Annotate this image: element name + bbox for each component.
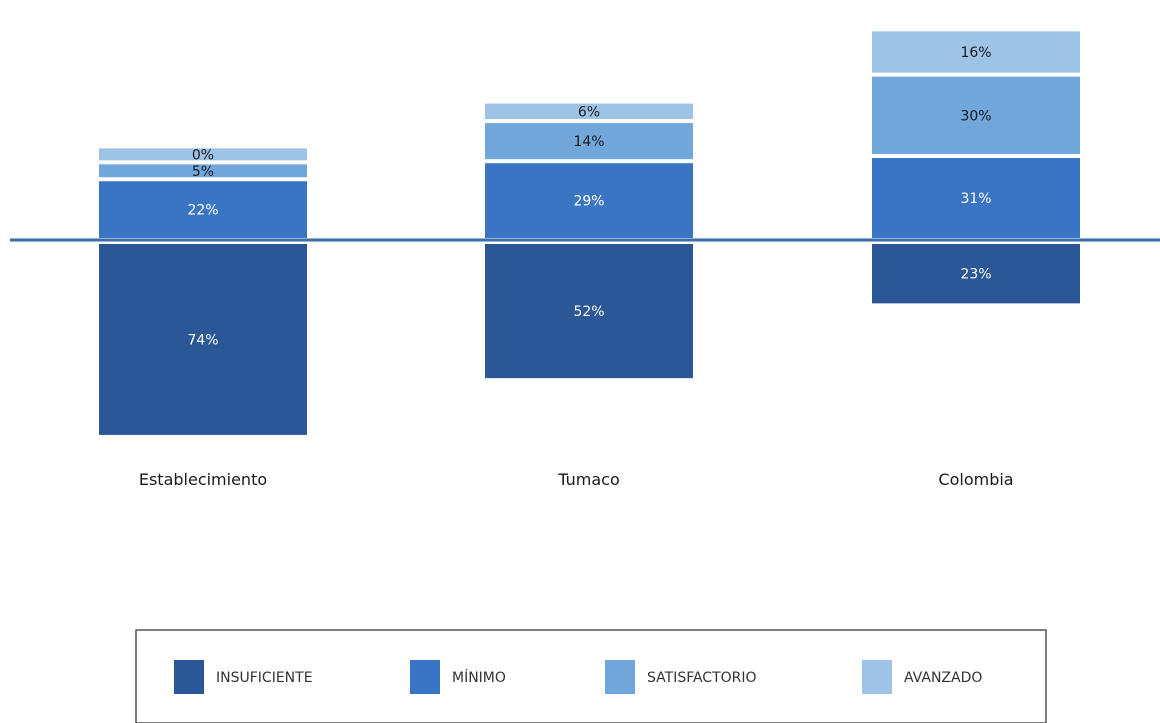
bar-colombia-avanzado: [872, 31, 1080, 73]
legend-swatch-insuficiente: [174, 660, 204, 694]
category-label-colombia: Colombia: [938, 470, 1013, 489]
data-label-colombia-minimo: 31%: [960, 191, 991, 207]
legend-swatch-avanzado: [862, 660, 892, 694]
legend-label-avanzado: AVANZADO: [904, 670, 982, 686]
data-label-tumaco-minimo: 29%: [573, 194, 604, 210]
legend-swatch-minimo: [410, 660, 440, 694]
bar-tumaco-minimo: [485, 163, 693, 238]
bars-layer: 74% 22% 5%0% 52% 29% 14% 6% 23% 31% 30% 16%: [99, 31, 1080, 435]
bar-tumaco-avanzado: [485, 103, 693, 120]
legend-label-satisfactorio: SATISFACTORIO: [647, 670, 757, 686]
bar-colombia-insuficiente: [872, 244, 1080, 304]
bar-tumaco-satisfactorio: [485, 123, 693, 160]
bar-establecimiento-satisfactorio: [99, 164, 307, 178]
data-label-tumaco-avanzado: 6%: [578, 104, 600, 120]
data-label-colombia-satisfactorio: 30%: [960, 108, 991, 124]
category-label-establecimiento: Establecimiento: [139, 470, 267, 489]
data-label-establecimiento-satisfactorio: 5%: [192, 164, 214, 180]
data-label-establecimiento-insuficiente: 74%: [187, 332, 218, 348]
data-label-tumaco-insuficiente: 52%: [573, 304, 604, 320]
data-label-colombia-avanzado: 16%: [960, 45, 991, 61]
bar-colombia-minimo: [872, 158, 1080, 238]
legend-label-minimo: MÍNIMO: [452, 669, 506, 686]
bar-colombia-satisfactorio: [872, 76, 1080, 155]
bar-establecimiento-insuficiente: [99, 244, 307, 435]
legend: INSUFICIENTE MÍNIMO SATISFACTORIO AVANZADO: [135, 629, 1047, 723]
category-labels: Establecimiento Tumaco Colombia: [139, 470, 1014, 489]
bar-establecimiento-minimo: [99, 181, 307, 238]
bar-establecimiento-avanzado: [99, 148, 307, 161]
category-label-tumaco: Tumaco: [557, 470, 619, 489]
legend-label-insuficiente: INSUFICIENTE: [216, 670, 313, 686]
legend-box: [135, 629, 1047, 723]
legend-swatch-satisfactorio: [605, 660, 635, 694]
data-label-establecimiento-avanzado: 0%: [192, 147, 214, 163]
data-label-establecimiento-minimo: 22%: [187, 203, 218, 219]
bar-tumaco-insuficiente: [485, 244, 693, 379]
data-label-colombia-insuficiente: 23%: [960, 267, 991, 283]
data-label-tumaco-satisfactorio: 14%: [573, 134, 604, 150]
